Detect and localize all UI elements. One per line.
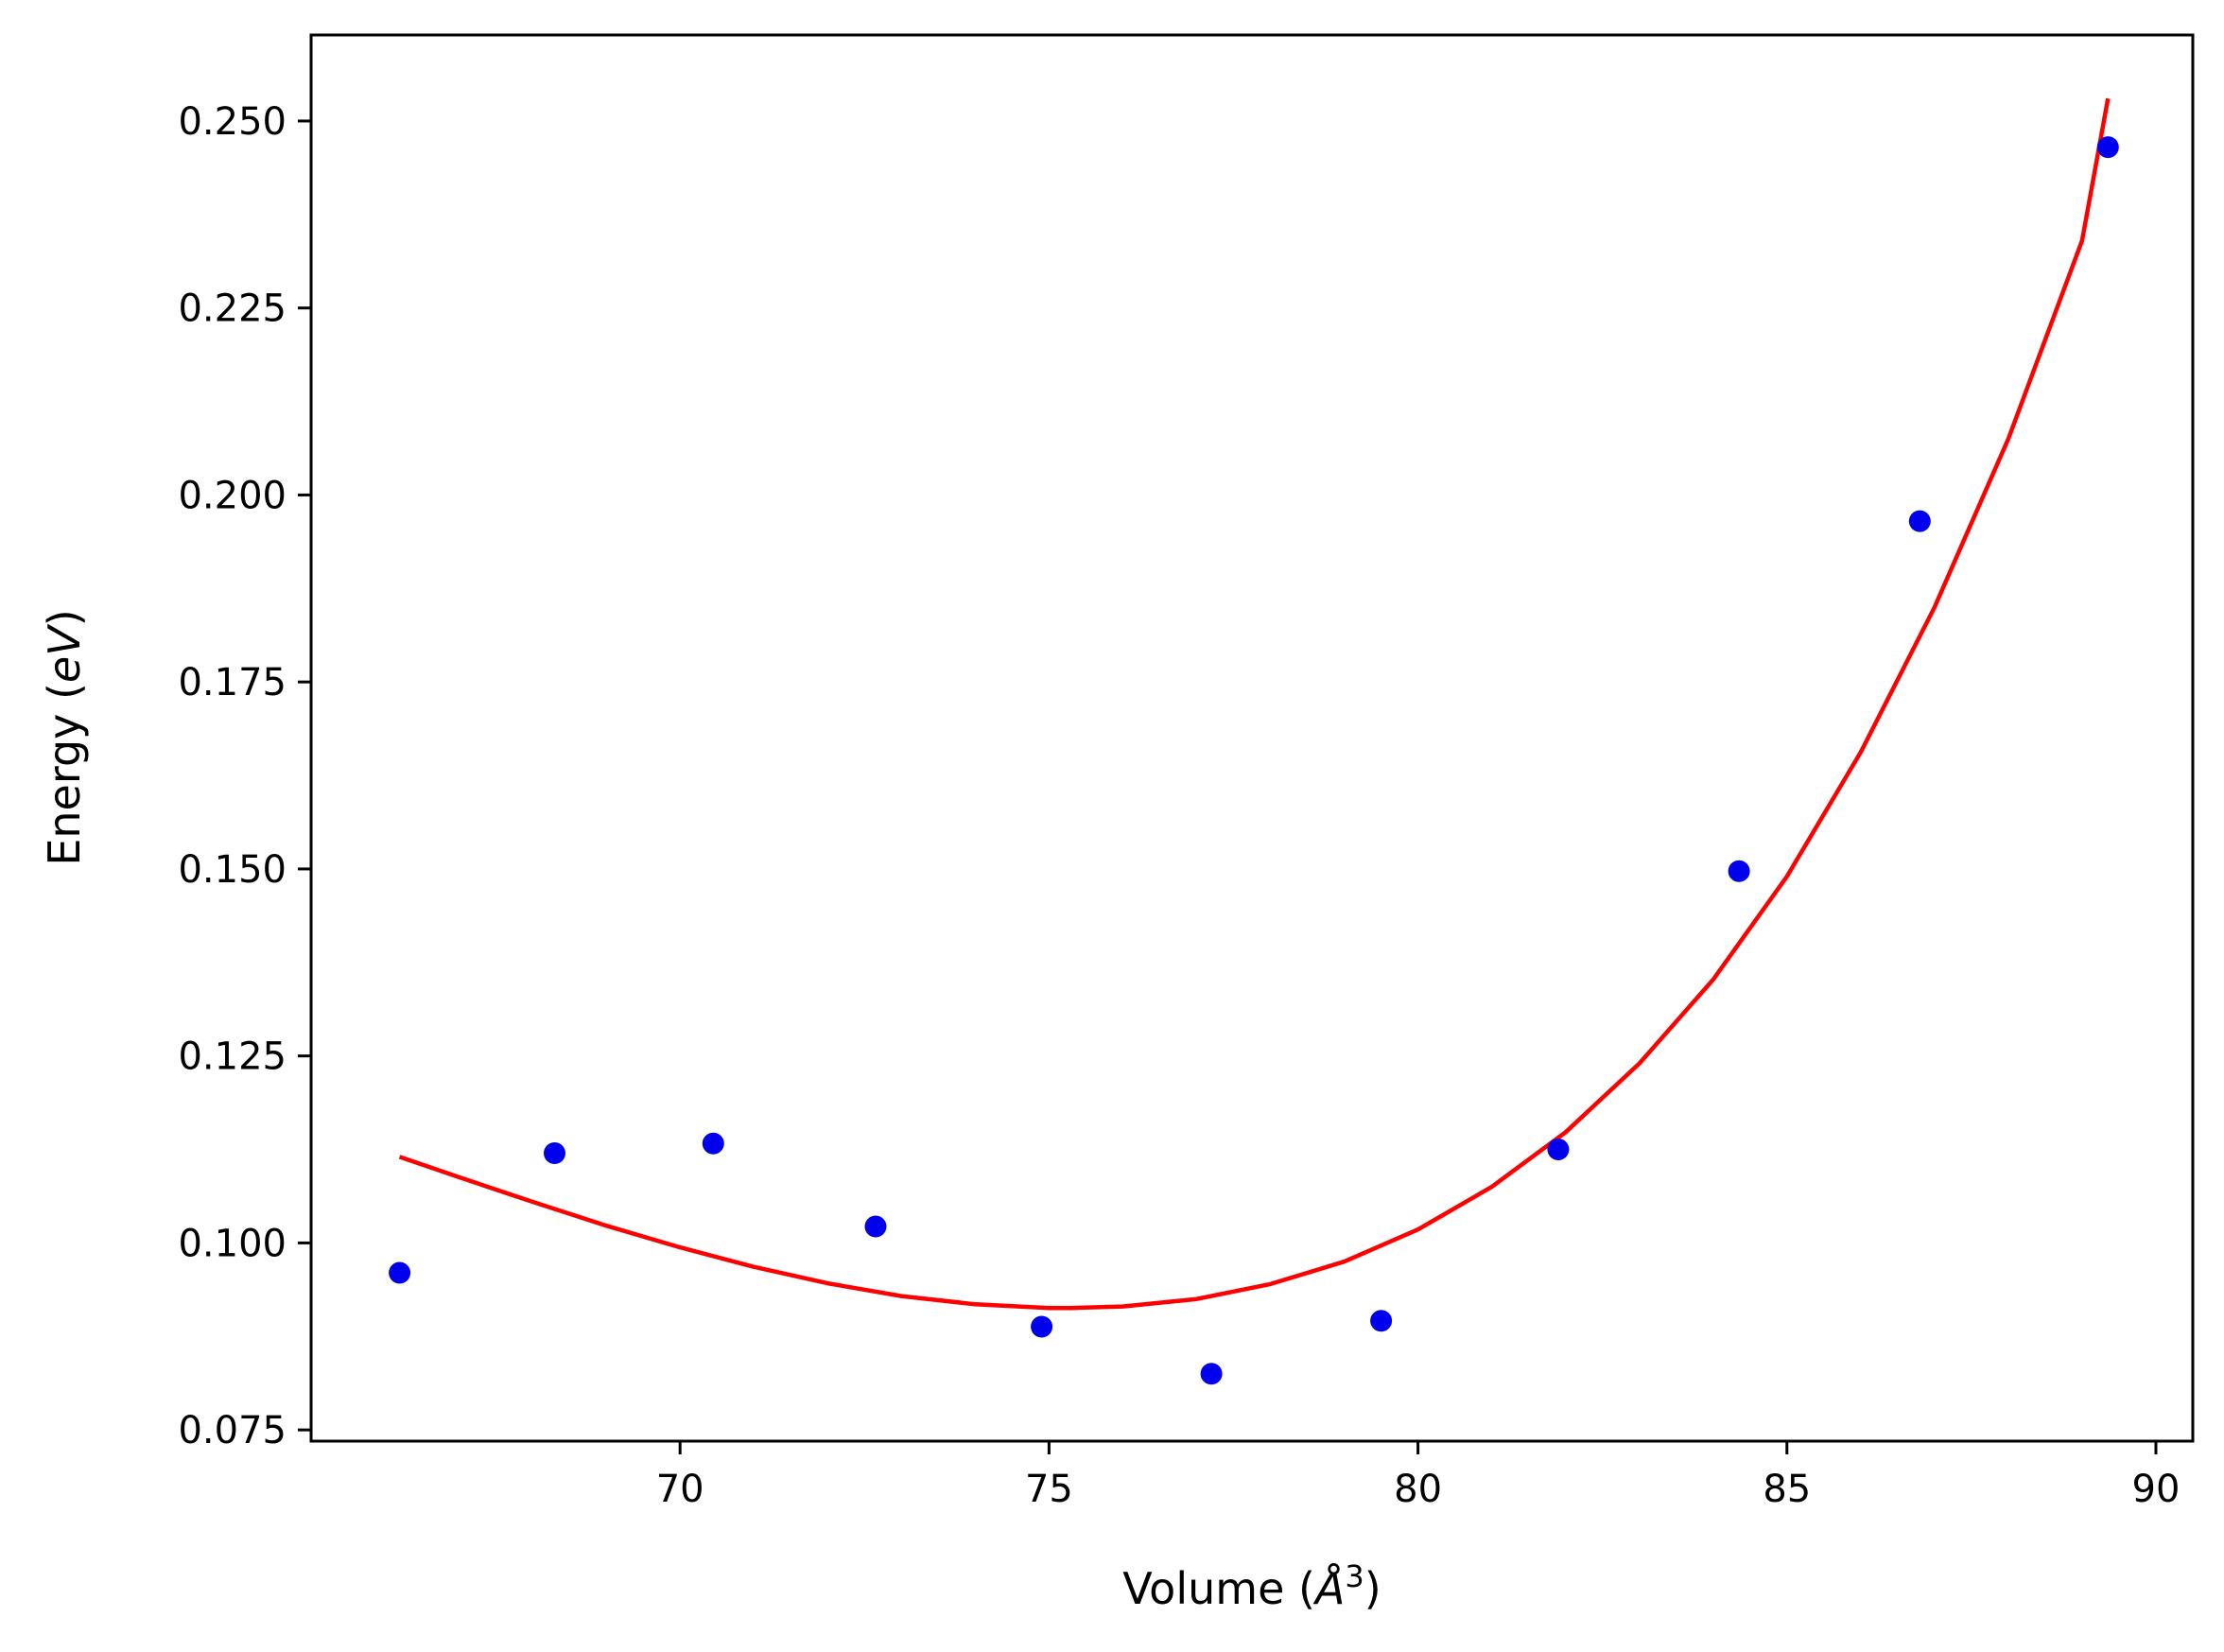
y-tick-label: 0.150 [178, 848, 287, 892]
x-tick-label: 70 [656, 1468, 704, 1511]
data-point [1200, 1363, 1223, 1385]
data-point [1547, 1139, 1570, 1160]
axis-ticks: 70 75 80 85 90 0.075 0.100 0.125 0.150 0.175 0.200… [178, 100, 2180, 1511]
data-point [1728, 860, 1750, 882]
x-tick-label: 80 [1394, 1468, 1442, 1511]
y-tick-label: 0.100 [178, 1222, 287, 1265]
x-tick-label: 85 [1763, 1468, 1811, 1511]
data-point [1031, 1315, 1053, 1338]
y-tick-label: 0.250 [178, 100, 287, 144]
x-axis-label: Volume (Å3) [1122, 1558, 1381, 1614]
data-point [2096, 136, 2119, 159]
data-point [864, 1215, 887, 1238]
x-tick-label: 75 [1025, 1468, 1073, 1511]
y-tick-label: 0.175 [178, 661, 287, 704]
y-tick-label: 0.125 [178, 1035, 287, 1079]
data-point [1370, 1310, 1393, 1332]
x-tick-label: 90 [2132, 1468, 2181, 1511]
data-point [544, 1142, 565, 1164]
y-axis-label: Energy (eV) [39, 609, 90, 865]
data-point [389, 1261, 411, 1284]
data-point [702, 1132, 724, 1155]
fit-curve [398, 97, 2111, 1311]
y-tick-label: 0.225 [178, 287, 287, 331]
data-point [1908, 510, 1931, 532]
y-tick-label: 0.200 [178, 474, 287, 517]
plot-frame [309, 33, 2195, 1443]
plot-marks [389, 97, 2119, 1385]
y-tick-label: 0.075 [178, 1409, 287, 1452]
